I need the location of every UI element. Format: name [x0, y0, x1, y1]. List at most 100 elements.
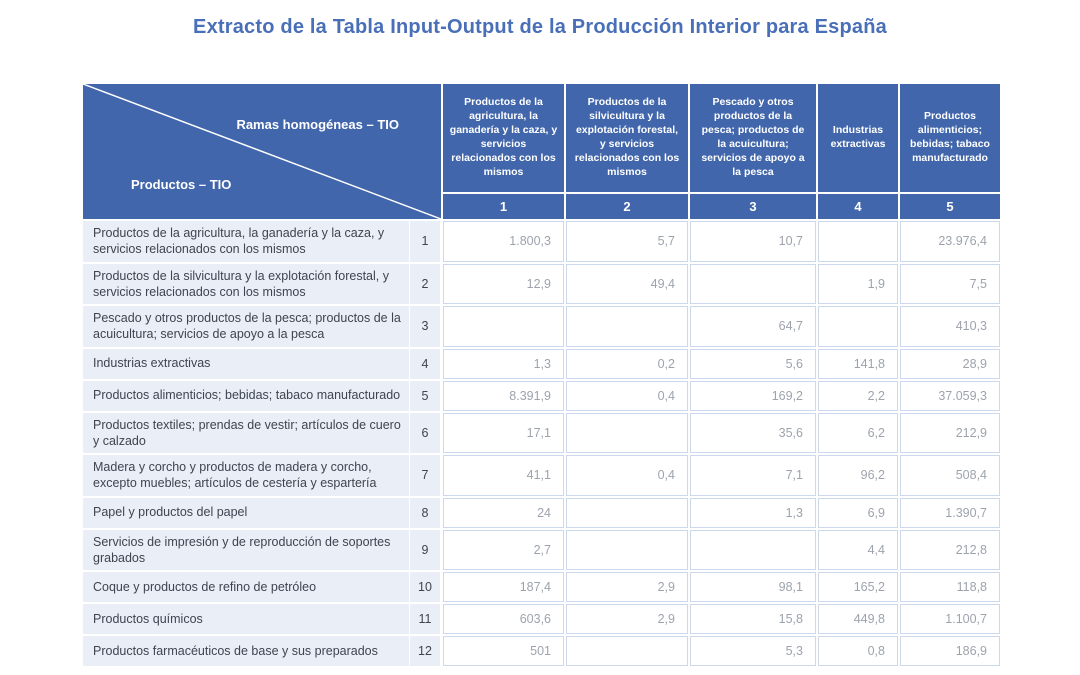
value-cell: 2,7	[443, 529, 564, 570]
row-number: 12	[410, 636, 440, 666]
value-cell: 449,8	[818, 604, 898, 634]
value-cell: 6,9	[818, 497, 898, 528]
row-label: Productos de la agricultura, la ganaderí…	[83, 221, 409, 262]
value-cell	[690, 529, 816, 570]
row-label: Coque y productos de refino de petróleo	[83, 572, 409, 602]
value-cell: 1,3	[690, 497, 816, 528]
value-cell	[690, 263, 816, 304]
column-header-number: 4	[818, 194, 898, 219]
value-cell: 35,6	[690, 412, 816, 453]
row-number: 2	[410, 263, 440, 304]
value-cell: 169,2	[690, 380, 816, 411]
value-cell	[818, 306, 898, 347]
value-cell: 49,4	[566, 263, 688, 304]
row-label: Productos químicos	[83, 604, 409, 634]
row-label: Papel y productos del papel	[83, 497, 409, 528]
row-number: 8	[410, 497, 440, 528]
value-cell	[566, 636, 688, 666]
table-row: Coque y productos de refino de petróleo 1…	[83, 572, 1001, 602]
value-cell: 15,8	[690, 604, 816, 634]
corner-header-cell: Ramas homogéneas – TIO Productos – TIO	[83, 84, 441, 219]
value-cell: 118,8	[900, 572, 1000, 602]
column-header-1: Productos de la agricultura, la ganaderí…	[443, 84, 564, 219]
table-row: Productos de la silvicultura y la explot…	[83, 263, 1001, 304]
row-label: Madera y corcho y productos de madera y …	[83, 455, 409, 496]
column-header-number: 5	[900, 194, 1000, 219]
column-header-3: Pescado y otros productos de la pesca; p…	[690, 84, 816, 219]
value-cell: 2,9	[566, 572, 688, 602]
table-row: Productos de la agricultura, la ganaderí…	[83, 221, 1001, 262]
value-cell: 5,6	[690, 348, 816, 379]
value-cell: 6,2	[818, 412, 898, 453]
row-number: 10	[410, 572, 440, 602]
table-row: Productos farmacéuticos de base y sus pr…	[83, 636, 1001, 666]
column-header-label: Productos de la silvicultura y la explot…	[566, 84, 688, 192]
table-row: Productos textiles; prendas de vestir; a…	[83, 412, 1001, 453]
value-cell: 1.390,7	[900, 497, 1000, 528]
value-cell: 508,4	[900, 455, 1000, 496]
corner-columns-axis-label: Ramas homogéneas – TIO	[236, 117, 399, 132]
value-cell: 4,4	[818, 529, 898, 570]
column-header-label: Industrias extractivas	[818, 84, 898, 192]
value-cell	[566, 529, 688, 570]
value-cell: 187,4	[443, 572, 564, 602]
value-cell: 186,9	[900, 636, 1000, 666]
value-cell: 5,3	[690, 636, 816, 666]
value-cell: 24	[443, 497, 564, 528]
value-cell: 501	[443, 636, 564, 666]
input-output-table: Ramas homogéneas – TIO Productos – TIO P…	[83, 84, 1001, 668]
value-cell: 1.100,7	[900, 604, 1000, 634]
table-row: Madera y corcho y productos de madera y …	[83, 455, 1001, 496]
table-row: Industrias extractivas 4 1,3 0,2 5,6 141,8 28,…	[83, 348, 1001, 379]
table-row: Productos químicos 11 603,6 2,9 15,8 449,8 1.1…	[83, 604, 1001, 634]
row-label: Pescado y otros productos de la pesca; p…	[83, 306, 409, 347]
value-cell: 10,7	[690, 221, 816, 262]
value-cell	[566, 306, 688, 347]
value-cell: 212,8	[900, 529, 1000, 570]
value-cell	[443, 306, 564, 347]
value-cell: 1.800,3	[443, 221, 564, 262]
value-cell: 7,1	[690, 455, 816, 496]
table-header: Ramas homogéneas – TIO Productos – TIO P…	[83, 84, 1001, 219]
table-row: Productos alimenticios; bebidas; tabaco …	[83, 380, 1001, 411]
table-body: Productos de la agricultura, la ganaderí…	[83, 221, 1001, 666]
value-cell: 7,5	[900, 263, 1000, 304]
column-header-label: Pescado y otros productos de la pesca; p…	[690, 84, 816, 192]
value-cell: 28,9	[900, 348, 1000, 379]
value-cell: 17,1	[443, 412, 564, 453]
table-row: Papel y productos del papel 8 24 1,3 6,9 1.39…	[83, 497, 1001, 528]
value-cell: 0,4	[566, 455, 688, 496]
row-number: 4	[410, 348, 440, 379]
value-cell: 5,7	[566, 221, 688, 262]
value-cell: 41,1	[443, 455, 564, 496]
row-number: 5	[410, 380, 440, 411]
column-header-5: Productos alimenticios; bebidas; tabaco …	[900, 84, 1000, 219]
value-cell: 410,3	[900, 306, 1000, 347]
row-number: 1	[410, 221, 440, 262]
row-label: Industrias extractivas	[83, 348, 409, 379]
column-header-number: 1	[443, 194, 564, 219]
column-header-number: 2	[566, 194, 688, 219]
column-header-number: 3	[690, 194, 816, 219]
value-cell: 96,2	[818, 455, 898, 496]
value-cell: 2,9	[566, 604, 688, 634]
row-label: Productos textiles; prendas de vestir; a…	[83, 412, 409, 453]
value-cell: 141,8	[818, 348, 898, 379]
value-cell: 0,2	[566, 348, 688, 379]
page: Extracto de la Tabla Input-Output de la …	[0, 16, 1080, 675]
value-cell: 0,4	[566, 380, 688, 411]
diagonal-divider-line	[83, 84, 441, 219]
value-cell: 12,9	[443, 263, 564, 304]
value-cell: 0,8	[818, 636, 898, 666]
value-cell	[818, 221, 898, 262]
column-header-2: Productos de la silvicultura y la explot…	[566, 84, 688, 219]
value-cell: 98,1	[690, 572, 816, 602]
value-cell: 603,6	[443, 604, 564, 634]
row-number: 6	[410, 412, 440, 453]
value-cell: 64,7	[690, 306, 816, 347]
row-number: 11	[410, 604, 440, 634]
value-cell: 23.976,4	[900, 221, 1000, 262]
row-label: Servicios de impresión y de reproducción…	[83, 529, 409, 570]
row-label: Productos farmacéuticos de base y sus pr…	[83, 636, 409, 666]
value-cell: 2,2	[818, 380, 898, 411]
